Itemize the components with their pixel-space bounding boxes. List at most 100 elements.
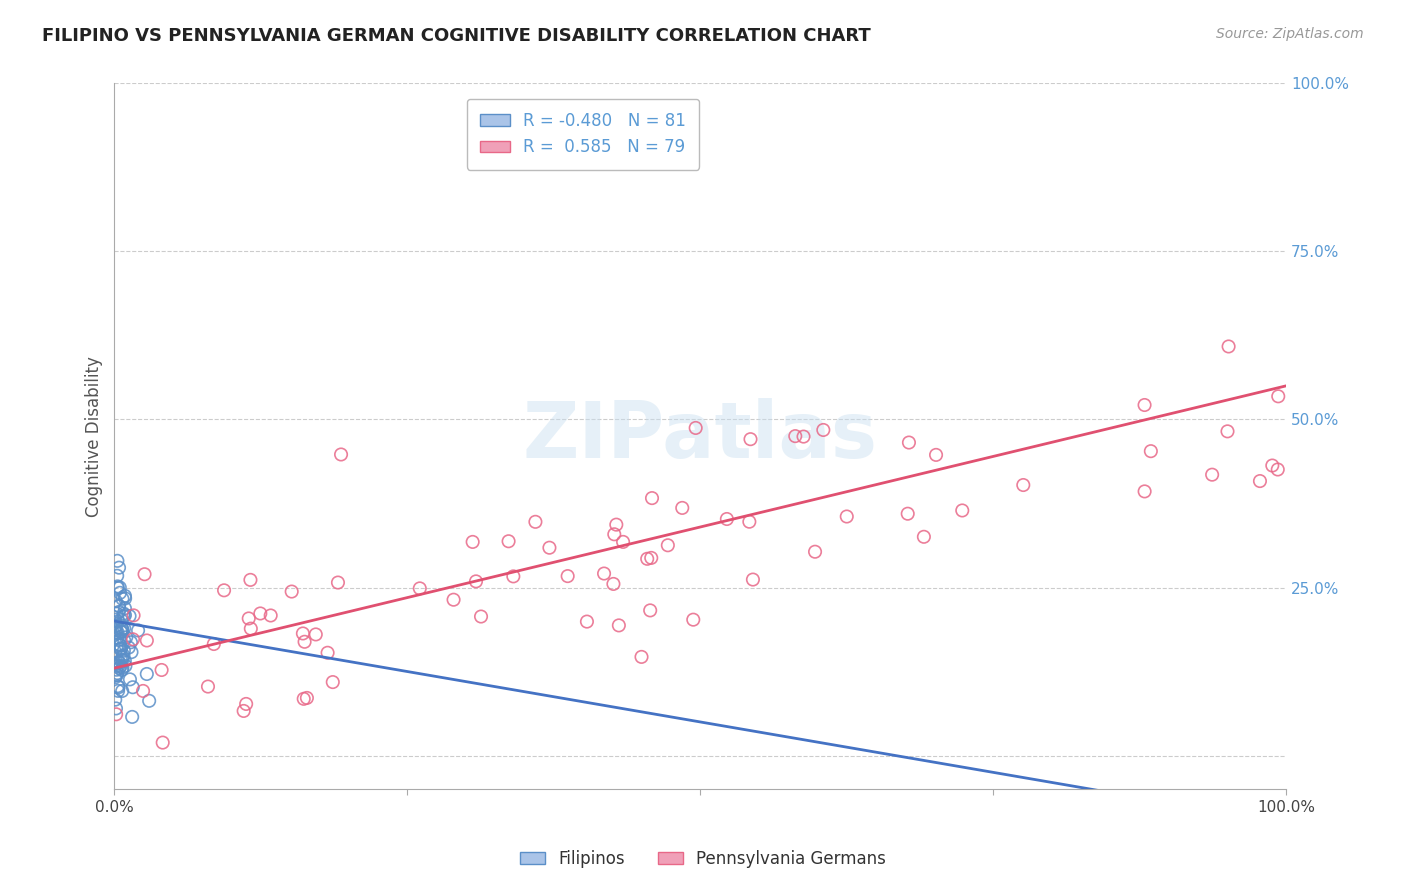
- Point: [636, 551, 658, 566]
- Point: [291, 626, 314, 640]
- Point: [111, 652, 134, 666]
- Point: [122, 608, 145, 623]
- Point: [685, 421, 707, 435]
- Text: ZIPatlas: ZIPatlas: [523, 399, 877, 475]
- Point: [108, 637, 131, 651]
- Point: [108, 605, 131, 619]
- Point: [112, 648, 135, 663]
- Point: [111, 684, 134, 698]
- Point: [409, 582, 432, 596]
- Point: [105, 554, 128, 568]
- Point: [114, 654, 136, 668]
- Point: [111, 622, 134, 636]
- Point: [108, 599, 131, 614]
- Point: [105, 568, 128, 582]
- Point: [122, 632, 145, 647]
- Point: [110, 639, 132, 653]
- Point: [114, 658, 136, 673]
- Point: [108, 632, 131, 647]
- Point: [232, 704, 254, 718]
- Point: [813, 423, 835, 437]
- Point: [612, 535, 634, 549]
- Point: [112, 633, 135, 648]
- Point: [110, 659, 132, 673]
- Point: [107, 631, 129, 645]
- Point: [671, 500, 693, 515]
- Point: [104, 626, 127, 640]
- Point: [135, 667, 157, 681]
- Y-axis label: Cognitive Disability: Cognitive Disability: [86, 356, 103, 516]
- Point: [105, 656, 128, 670]
- Point: [912, 530, 935, 544]
- Point: [682, 613, 704, 627]
- Point: [150, 663, 173, 677]
- Point: [107, 615, 129, 629]
- Point: [897, 435, 920, 450]
- Point: [925, 448, 948, 462]
- Point: [294, 634, 316, 648]
- Point: [1201, 467, 1223, 482]
- Point: [1261, 458, 1284, 473]
- Point: [107, 680, 129, 694]
- Point: [104, 613, 127, 627]
- Point: [603, 527, 626, 541]
- Text: FILIPINO VS PENNSYLVANIA GERMAN COGNITIVE DISABILITY CORRELATION CHART: FILIPINO VS PENNSYLVANIA GERMAN COGNITIV…: [42, 27, 870, 45]
- Point: [465, 574, 488, 589]
- Point: [575, 615, 598, 629]
- Point: [107, 658, 129, 673]
- Point: [111, 663, 134, 677]
- Point: [295, 690, 318, 705]
- Point: [1216, 425, 1239, 439]
- Point: [330, 448, 353, 462]
- Point: [804, 545, 827, 559]
- Legend: R = -0.480   N = 81, R =  0.585   N = 79: R = -0.480 N = 81, R = 0.585 N = 79: [467, 99, 699, 169]
- Legend: Filipinos, Pennsylvania Germans: Filipinos, Pennsylvania Germans: [513, 844, 893, 875]
- Point: [138, 694, 160, 708]
- Point: [112, 621, 135, 635]
- Point: [110, 641, 132, 656]
- Point: [105, 663, 128, 677]
- Point: [104, 692, 127, 706]
- Point: [638, 603, 661, 617]
- Point: [835, 509, 858, 524]
- Point: [105, 618, 128, 632]
- Point: [105, 666, 128, 681]
- Point: [111, 650, 134, 665]
- Point: [121, 645, 143, 659]
- Point: [212, 583, 235, 598]
- Point: [104, 701, 127, 715]
- Point: [110, 641, 132, 656]
- Point: [1140, 444, 1163, 458]
- Point: [292, 691, 315, 706]
- Point: [112, 607, 135, 621]
- Point: [111, 625, 134, 640]
- Point: [111, 591, 134, 606]
- Point: [630, 649, 652, 664]
- Point: [1267, 462, 1289, 476]
- Point: [792, 429, 814, 443]
- Point: [107, 656, 129, 670]
- Point: [461, 535, 484, 549]
- Point: [104, 670, 127, 684]
- Point: [134, 567, 156, 582]
- Point: [108, 661, 131, 675]
- Point: [1133, 398, 1156, 412]
- Point: [740, 432, 762, 446]
- Point: [114, 589, 136, 603]
- Point: [114, 608, 136, 623]
- Point: [105, 707, 128, 722]
- Point: [115, 631, 138, 645]
- Point: [1133, 484, 1156, 499]
- Point: [950, 503, 973, 517]
- Point: [557, 569, 579, 583]
- Point: [280, 584, 302, 599]
- Point: [1218, 339, 1240, 353]
- Point: [305, 627, 328, 641]
- Point: [107, 679, 129, 693]
- Point: [114, 591, 136, 606]
- Point: [235, 697, 257, 711]
- Point: [110, 642, 132, 657]
- Point: [121, 680, 143, 694]
- Point: [110, 653, 132, 667]
- Point: [152, 735, 174, 749]
